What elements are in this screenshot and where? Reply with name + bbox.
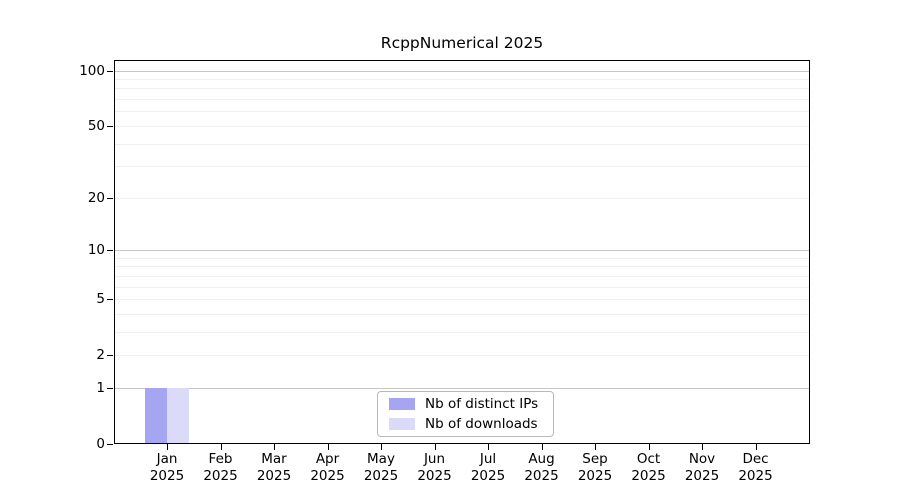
gridline-minor — [115, 99, 809, 100]
y-axis-tick-label: 100 — [79, 62, 105, 79]
gridline-major — [115, 387, 809, 389]
y-axis-tick-label: 10 — [87, 241, 105, 258]
plot-frame — [114, 60, 810, 444]
y-axis-tick — [107, 444, 113, 446]
x-axis-tick — [381, 444, 383, 450]
y-axis-tick-label: 5 — [96, 291, 105, 307]
y-axis-tick — [107, 355, 113, 357]
x-axis-tick — [541, 444, 543, 450]
gridline-minor — [115, 125, 809, 127]
x-label-month: Jan — [156, 451, 178, 467]
x-label-month: Mar — [261, 451, 287, 467]
x-label-year: 2025 — [577, 467, 613, 484]
gridline-minor — [115, 313, 809, 315]
x-axis-tick-label: Nov 2025 — [670, 451, 734, 484]
x-axis-tick-label: Aug 2025 — [510, 451, 574, 484]
gridline-minor — [115, 111, 809, 113]
y-axis-tick-label: 0 — [96, 436, 105, 452]
x-axis-tick-label: Apr 2025 — [296, 451, 360, 484]
y-axis-tick — [107, 70, 113, 72]
gridline-minor — [115, 286, 809, 288]
x-axis-tick-label: Feb 2025 — [189, 451, 253, 484]
legend-item-distinct-ips: Nb of distinct IPs — [389, 396, 553, 413]
gridline-minor — [115, 88, 809, 90]
x-label-month: May — [367, 451, 395, 467]
bar-distinct-ips — [145, 387, 167, 444]
legend-label-downloads: Nb of downloads — [425, 416, 538, 432]
gridline-minor — [115, 299, 809, 300]
y-axis-tick — [107, 197, 113, 199]
x-axis-tick-label: Oct 2025 — [617, 451, 681, 484]
gridline-major — [115, 70, 809, 72]
bar-downloads — [167, 387, 189, 444]
x-label-month: Apr — [315, 451, 340, 467]
x-axis-tick-label: May 2025 — [349, 451, 413, 484]
x-label-month: Jun — [423, 451, 446, 467]
y-axis-tick-label: 2 — [96, 347, 105, 364]
y-axis-tick-label: 50 — [87, 117, 105, 134]
x-axis-tick — [327, 444, 329, 450]
y-axis-tick-label: 1 — [96, 379, 105, 396]
y-axis-tick — [107, 299, 113, 301]
x-axis-tick — [755, 444, 757, 450]
x-label-year: 2025 — [417, 467, 452, 484]
gridline-minor — [115, 143, 809, 145]
x-axis-tick-label: Dec 2025 — [724, 451, 788, 484]
legend-item-downloads: Nb of downloads — [389, 416, 553, 433]
y-axis-tick-label: 20 — [87, 189, 105, 206]
x-label-year: 2025 — [363, 467, 399, 484]
x-label-month: Jul — [479, 451, 497, 467]
x-label-year: 2025 — [256, 467, 292, 484]
x-axis-tick-label: Sep 2025 — [563, 451, 627, 484]
x-axis-tick — [220, 444, 222, 450]
legend-label-distinct-ips: Nb of distinct IPs — [425, 396, 539, 412]
x-axis-tick — [648, 444, 650, 450]
x-axis-tick-label: Mar 2025 — [242, 451, 306, 484]
x-label-month: Nov — [688, 451, 716, 467]
gridline-minor — [115, 275, 809, 277]
x-axis-tick — [434, 444, 436, 450]
x-label-month: Aug — [528, 451, 555, 467]
x-label-month: Sep — [582, 451, 608, 467]
gridline-major — [115, 249, 809, 251]
legend-swatch-downloads — [389, 418, 415, 430]
legend: Nb of distinct IPs Nb of downloads — [377, 391, 554, 437]
x-label-year: 2025 — [470, 467, 506, 484]
x-label-month: Oct — [636, 451, 661, 467]
x-label-year: 2025 — [310, 467, 345, 484]
gridline-minor — [115, 331, 809, 333]
x-axis-tick — [702, 444, 704, 450]
x-label-year: 2025 — [738, 467, 773, 484]
x-label-month: Feb — [208, 451, 233, 467]
x-label-year: 2025 — [203, 467, 238, 484]
gridline-minor — [115, 355, 809, 357]
y-axis-tick — [107, 125, 113, 127]
gridline-minor — [115, 257, 809, 259]
x-axis-tick-label: Jul 2025 — [456, 451, 520, 484]
x-axis-tick — [488, 444, 490, 450]
y-axis-tick — [107, 249, 113, 252]
gridline-minor — [115, 78, 809, 80]
x-label-year: 2025 — [631, 467, 666, 484]
x-axis-tick — [167, 444, 169, 450]
x-axis-tick-label: Jan 2025 — [135, 451, 199, 484]
gridline-minor — [115, 197, 809, 199]
legend-swatch-distinct-ips — [389, 398, 415, 410]
x-axis-tick — [595, 444, 597, 450]
x-axis-tick-label: Jun 2025 — [403, 451, 467, 484]
chart-title: RcppNumerical 2025 — [380, 34, 544, 52]
x-label-year: 2025 — [684, 467, 720, 484]
y-axis-tick — [107, 387, 113, 390]
gridline-minor — [115, 166, 809, 168]
gridline-minor — [115, 266, 809, 268]
x-label-month: Dec — [742, 451, 769, 467]
x-label-year: 2025 — [524, 467, 559, 484]
x-axis-tick — [274, 444, 276, 450]
x-label-year: 2025 — [149, 467, 185, 484]
